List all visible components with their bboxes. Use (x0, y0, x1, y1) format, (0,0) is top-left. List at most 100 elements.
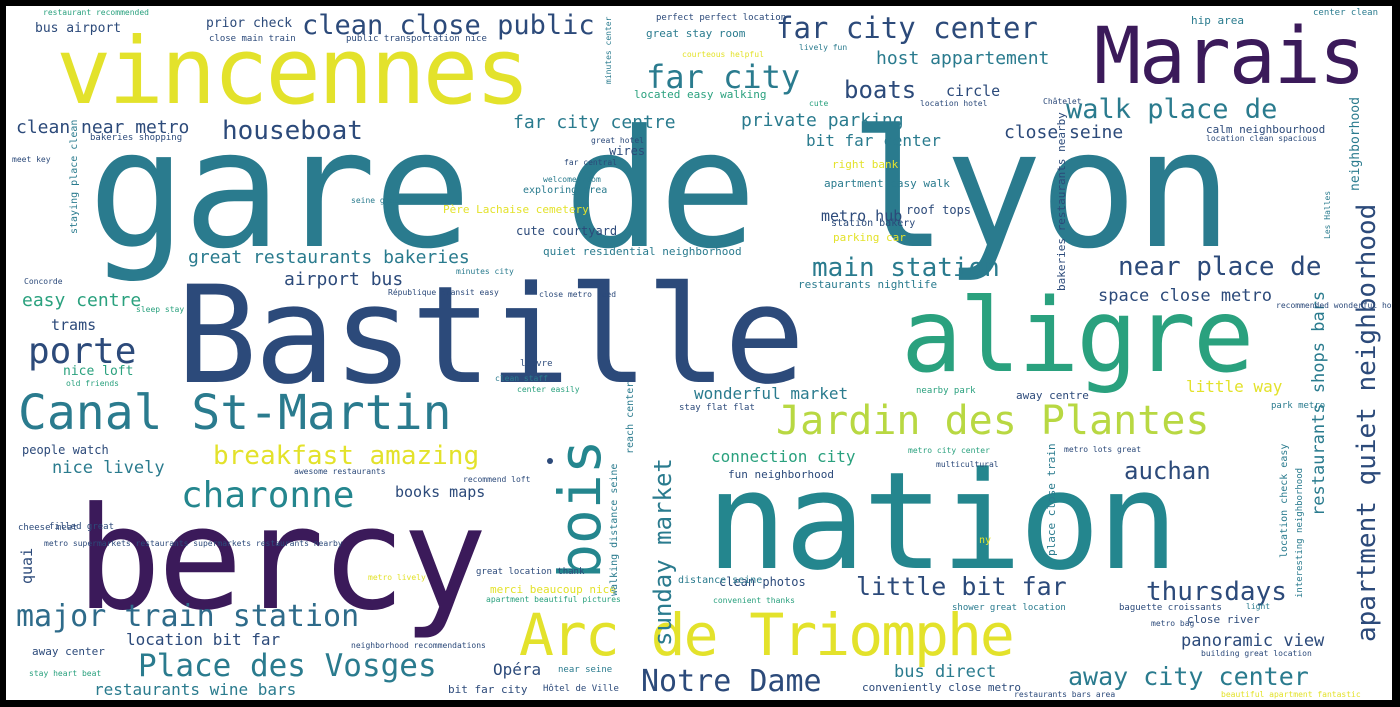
word-great-restaurants-bakeries: great restaurants bakeries (188, 247, 470, 268)
word-location-check-easy: location check easy (1279, 443, 1290, 558)
word-cheese-meat: cheese meat (18, 523, 78, 533)
word-aligre: aligre (901, 277, 1254, 396)
word-away-city-center: away city center (1068, 662, 1309, 691)
word-far-city-centre: far city centre (513, 112, 676, 133)
word-thursdays: thursdays (1146, 577, 1287, 607)
word-space-close-metro: space close metro (1098, 286, 1272, 306)
word-building-great-location: building great location (1201, 649, 1312, 658)
word-station-bakery: station bakery (831, 218, 916, 229)
word-metro-supermarkets: metro supermarkets restaurants supermark… (44, 539, 343, 548)
word-interesting-neighborhood: interesting neighborhood (1295, 467, 1305, 598)
word-center-easily: center easily (517, 385, 580, 394)
word-bus-direct: bus direct (894, 662, 997, 682)
word-reach-center: reach center (625, 381, 636, 454)
word-arc-de-triomphe: Arc de Triomphe (519, 601, 1015, 669)
word-away-center: away center (32, 645, 105, 658)
word-merci-beaucoup-nice: merci beaucoup nice (490, 583, 616, 596)
word-minutes-city: minutes city (456, 267, 514, 276)
word-marais: Marais (1094, 12, 1366, 102)
word-minutes-center: minutes center (604, 16, 613, 84)
word-walking-distance-seine: walking distance seine (609, 463, 620, 596)
word-right-bank: right bank (832, 158, 899, 171)
word-great-stay-room: great stay room (646, 27, 746, 40)
word-houseboat: houseboat (222, 116, 363, 146)
word-jardin-des-plantes: Jardin des Plantes (776, 398, 1210, 444)
word-location-hotel: location hotel (920, 99, 988, 108)
word-little-way: little way (1186, 377, 1283, 396)
word-wires: wires (609, 144, 646, 158)
word-breakfast-amazing: breakfast amazing (213, 441, 480, 471)
word-conveniently-close-metro: conveniently close metro (862, 681, 1021, 694)
word-notre-dame: Notre Dame (641, 664, 822, 699)
word-concorde: Concorde (24, 277, 63, 286)
word-metro-lots-great: metro lots great (1064, 445, 1142, 454)
word-neighborhood-recommendations: neighborhood recommendations (351, 641, 486, 650)
word-bastille: Bastille (176, 257, 805, 414)
word-perfect-perfect-location: perfect perfect location (656, 13, 787, 23)
word-location-bit-far: location bit far (126, 630, 281, 649)
word-distance-seine: distance seine (678, 575, 763, 586)
word-clean-staff: clean staff (495, 374, 548, 383)
word-close-metro-need: close metro need (539, 290, 617, 299)
word-chatelet: Châtelet (1043, 97, 1082, 106)
word-cute: cute (809, 99, 829, 108)
word-nice-lively: nice lively (52, 458, 165, 478)
word-metro-city-center: metro city center (908, 446, 990, 455)
word-shower-great-location: shower great location (952, 603, 1066, 613)
word-bois: bois (546, 439, 614, 579)
word-louvre: louvre (520, 359, 553, 369)
word-parking-car: parking car (833, 231, 906, 244)
word-restaurants-nightlife: restaurants nightlife (798, 278, 938, 291)
word-center-clean: center clean (1313, 8, 1379, 18)
word-great-hotel: great hotel (591, 136, 644, 145)
word-close-seine: close seine (1004, 122, 1124, 143)
word-convenient-thanks: convenient thanks (713, 596, 795, 605)
word-private-parking: private parking (741, 110, 904, 131)
word-cloud: gare de lyon Bastille nation bercy aligr… (6, 6, 1392, 700)
word-metro-hub: metro hub (821, 207, 903, 225)
word-place-close-train: place close train (1045, 443, 1058, 556)
word-far-central: far central (564, 158, 617, 167)
word-near-place-de: near place de (1118, 252, 1322, 282)
word-books-maps: books maps (395, 483, 486, 501)
word-calm-neighbourhood: calm neighbourhood (1206, 123, 1326, 136)
word-metro-bag: metro bag (1151, 619, 1195, 628)
word-away-centre: away centre (1016, 389, 1089, 402)
word-major-train-station: major train station (16, 599, 360, 634)
word-baguette-croissants: baguette croissants (1119, 603, 1222, 613)
word-neighborhood: neighborhood (1348, 97, 1363, 191)
word-exploring-area: exploring area (523, 185, 608, 196)
word-meet-key: meet key (12, 155, 51, 164)
word-restaurant-recommended: restaurant recommended (43, 8, 149, 17)
word-charonne: charonne (181, 475, 355, 516)
word-restaurants-wine-bars: restaurants wine bars (94, 680, 297, 699)
word-easy-centre: easy centre (22, 290, 142, 311)
word-located-easy-walking: located easy walking (634, 88, 767, 101)
word-multicultural: multicultural (936, 460, 999, 469)
word-bakeries-shopping: bakeries shopping (90, 133, 183, 143)
word-staying-place-clean: staying place clean (69, 119, 80, 234)
word-bakeries-restaurants-nearby: bakeries restaurants nearby (1055, 112, 1068, 291)
word-clean-close-public: clean close public (302, 10, 595, 41)
word-close-main-train: close main train (209, 34, 296, 44)
word-hotel-de-ville: Hôtel de Ville (543, 684, 619, 694)
word-place-des-vosges: Place des Vosges (138, 648, 437, 684)
word-boats: boats (844, 76, 917, 104)
word-airport-bus: airport bus (284, 269, 404, 290)
word-metro-lively: metro lively (368, 573, 426, 582)
word-apartment-easy-walk: apartment easy walk (824, 177, 950, 190)
word-nearby-park: nearby park (916, 386, 976, 396)
word-panoramic-view: panoramic view (1181, 631, 1325, 651)
word-bit-far-center: bit far center (806, 131, 941, 150)
word-gare-de-lyon: gare de lyon (88, 96, 1233, 285)
word-sleep-stay: sleep stay (136, 305, 185, 314)
word-roof-tops: roof tops (906, 203, 972, 217)
word-porte: porte (28, 331, 137, 372)
word-park-metro: park metro (1271, 401, 1326, 411)
word-restaurants-bars-area: restaurants bars area (1014, 690, 1116, 699)
word-walk-place-de: walk place de (1066, 94, 1278, 125)
word-apartment-beautiful-pictures: apartment beautiful pictures (486, 595, 621, 604)
word-les-halles: Les Halles (1323, 190, 1332, 239)
word-nation: nation (706, 443, 1179, 600)
word-republique-transit-easy: République transit easy (388, 288, 499, 297)
